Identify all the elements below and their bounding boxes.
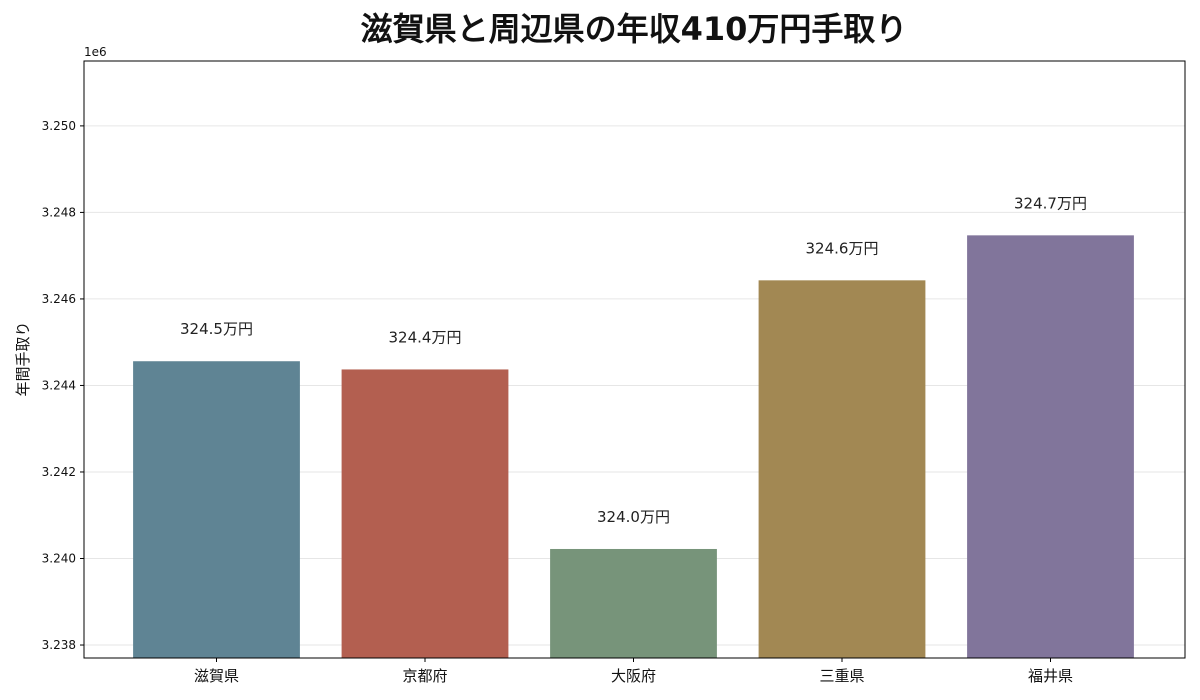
x-tick-label: 福井県: [1028, 667, 1073, 685]
y-tick-label: 3.242: [42, 465, 76, 479]
data-labels: 324.5万円 324.4万円 324.0万円 324.6万円 324.7万円: [180, 194, 1087, 526]
y-tick-label: 3.244: [42, 378, 76, 392]
bars: [133, 235, 1134, 658]
x-tick-label: 京都府: [402, 667, 447, 685]
y-tick-label: 3.246: [42, 292, 76, 306]
y-tick-label: 3.240: [42, 552, 76, 566]
bar: [967, 235, 1134, 658]
y-axis-offset-label: 1e6: [84, 45, 107, 59]
data-label: 324.5万円: [180, 320, 253, 338]
x-tick-label: 大阪府: [611, 667, 656, 685]
x-tick-label: 三重県: [819, 667, 864, 685]
y-tick-label: 3.238: [42, 638, 76, 652]
x-tick-label: 滋賀県: [194, 667, 239, 685]
y-tick-label: 3.250: [42, 119, 76, 133]
data-label: 324.7万円: [1014, 194, 1087, 212]
y-axis-label: 年間手取り: [14, 321, 32, 396]
bar: [341, 369, 509, 658]
bar: [758, 280, 926, 658]
x-axis-ticks: 滋賀県 京都府 大阪府 三重県 福井県: [194, 658, 1073, 685]
bar: [133, 361, 300, 658]
data-label: 324.4万円: [389, 328, 462, 346]
bar: [550, 548, 717, 658]
y-axis-ticks: 3.238 3.240 3.242 3.244 3.246 3.248 3.250: [42, 119, 84, 652]
plot-frame: [83, 60, 1186, 659]
data-label: 324.0万円: [597, 508, 670, 526]
data-label: 324.6万円: [806, 239, 879, 257]
chart-title: 滋賀県と周辺県の年収410万円手取り: [361, 10, 908, 48]
y-tick-label: 3.248: [42, 205, 76, 219]
